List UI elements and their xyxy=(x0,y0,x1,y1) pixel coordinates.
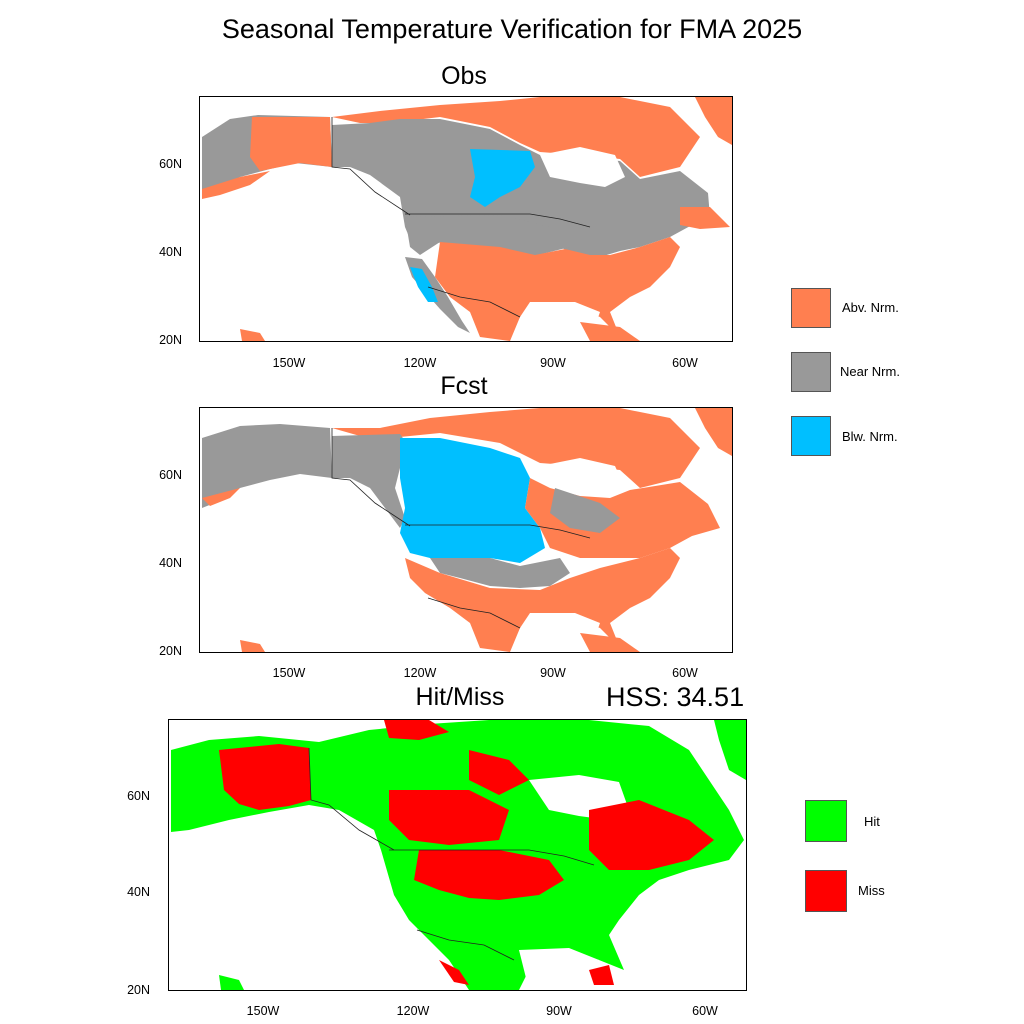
obs-lat-label-20n: 20N xyxy=(159,333,182,347)
fcst-lat-label-60n: 60N xyxy=(159,468,182,482)
fcst-border-us-mexico xyxy=(427,597,521,629)
fcst-region-east-above xyxy=(525,478,720,558)
fcst-lat-label-40n: 40N xyxy=(159,556,182,570)
fcst-map xyxy=(199,407,733,653)
fcst-lon-label-150w: 150W xyxy=(272,666,306,680)
obs-map xyxy=(199,96,733,342)
obs-lon-label-60w: 60W xyxy=(672,356,698,370)
obs-region-us-above xyxy=(435,237,680,341)
hitmiss-region-northern-miss xyxy=(469,750,529,795)
obs-region-hawaii-above xyxy=(240,329,265,341)
fcst-border-us-canada xyxy=(405,524,591,539)
obs-map-canvas xyxy=(202,97,732,341)
obs-lon-label-90w: 90W xyxy=(540,356,566,370)
fcst-region-hudson-bay xyxy=(540,458,625,498)
hitmiss-region-gulf xyxy=(519,948,599,990)
fcst-region-greenland-above xyxy=(695,408,732,456)
hitmiss-region-us-central-miss xyxy=(414,850,564,900)
hitmiss-lon-label-60w: 60W xyxy=(692,1004,718,1018)
obs-region-us-north-near xyxy=(405,215,570,257)
legend-label-hit: Hit xyxy=(864,814,880,829)
fcst-region-caribbean-above xyxy=(580,633,640,652)
fcst-region-plains-near xyxy=(430,558,570,588)
fcst-lon-label-120w: 120W xyxy=(403,666,437,680)
legend-swatch-miss xyxy=(805,870,847,912)
hitmiss-lat-label-40n: 40N xyxy=(127,885,150,899)
hitmiss-region-alaska-miss xyxy=(219,744,311,810)
fcst-map-canvas xyxy=(202,408,732,652)
fcst-lon-label-60w: 60W xyxy=(672,666,698,680)
legend-label-near-normal: Near Nrm. xyxy=(840,364,900,379)
fcst-region-alaska-near xyxy=(202,424,332,508)
hitmiss-border-us-canada xyxy=(389,849,595,866)
fcst-border-alaska xyxy=(331,428,411,527)
hitmiss-panel-title: Hit/Miss xyxy=(415,683,505,711)
legend-swatch-near-normal xyxy=(791,352,831,392)
hitmiss-region-central-canada-miss xyxy=(389,790,509,845)
hitmiss-border-alaska xyxy=(308,747,395,851)
hitmiss-lon-label-150w: 150W xyxy=(246,1004,280,1018)
hitmiss-region-arctic-miss xyxy=(384,720,449,740)
obs-region-greenland-above xyxy=(695,97,732,145)
fcst-region-hawaii-above xyxy=(240,640,265,652)
hitmiss-lon-label-90w: 90W xyxy=(546,1004,572,1018)
legend-label-above-normal: Abv. Nrm. xyxy=(842,300,899,315)
hss-score: HSS: 34.51 xyxy=(606,682,745,712)
obs-border-us-mexico xyxy=(427,286,521,318)
fcst-region-gulf xyxy=(530,613,600,652)
hitmiss-lat-label-60n: 60N xyxy=(127,789,150,803)
obs-region-maritime-above xyxy=(680,207,730,229)
fcst-region-central-below xyxy=(400,438,545,563)
obs-region-alaska-above xyxy=(250,117,332,171)
hitmiss-lat-label-20n: 20N xyxy=(127,983,150,997)
hitmiss-border-us-mexico xyxy=(416,929,515,961)
fcst-lon-label-90w: 90W xyxy=(540,666,566,680)
legend-label-below-normal: Blw. Nrm. xyxy=(842,429,898,444)
obs-lat-label-40n: 40N xyxy=(159,245,182,259)
obs-border-us-canada xyxy=(405,213,591,228)
fcst-region-south-above xyxy=(405,548,680,652)
fcst-region-aleutian-above xyxy=(202,488,240,506)
hitmiss-region-caribbean-miss xyxy=(589,965,614,985)
obs-lat-label-60n: 60N xyxy=(159,157,182,171)
legend-swatch-below-normal xyxy=(791,416,831,456)
fcst-lat-label-20n: 20N xyxy=(159,644,182,658)
hitmiss-region-hawaii-hit xyxy=(219,975,244,990)
hitmiss-lon-label-120w: 120W xyxy=(396,1004,430,1018)
hitmiss-region-mexico-miss xyxy=(439,960,469,985)
page-title: Seasonal Temperature Verification for FM… xyxy=(221,14,803,44)
legend-swatch-above-normal xyxy=(791,288,831,328)
hitmiss-region-greenland-hit xyxy=(714,720,746,780)
hitmiss-region-east-canada-miss xyxy=(589,800,714,870)
hitmiss-map xyxy=(168,719,747,991)
obs-lon-label-120w: 120W xyxy=(403,356,437,370)
obs-border-alaska xyxy=(331,117,411,216)
legend-swatch-hit xyxy=(805,800,847,842)
obs-region-southwest-below xyxy=(410,267,438,302)
obs-region-canada-below xyxy=(470,149,535,207)
legend-label-miss: Miss xyxy=(858,883,885,898)
obs-lon-label-150w: 150W xyxy=(272,356,306,370)
fcst-region-ontario-near xyxy=(550,488,620,533)
obs-region-aleutian-above xyxy=(202,171,270,199)
obs-region-caribbean-above xyxy=(580,322,640,341)
fcst-region-canada-west-near xyxy=(332,434,410,528)
obs-panel-title: Obs xyxy=(441,62,487,90)
fcst-panel-title: Fcst xyxy=(440,372,488,400)
hitmiss-map-canvas xyxy=(171,720,746,990)
obs-region-gulf xyxy=(530,302,600,341)
obs-region-hudson-bay xyxy=(540,147,625,187)
